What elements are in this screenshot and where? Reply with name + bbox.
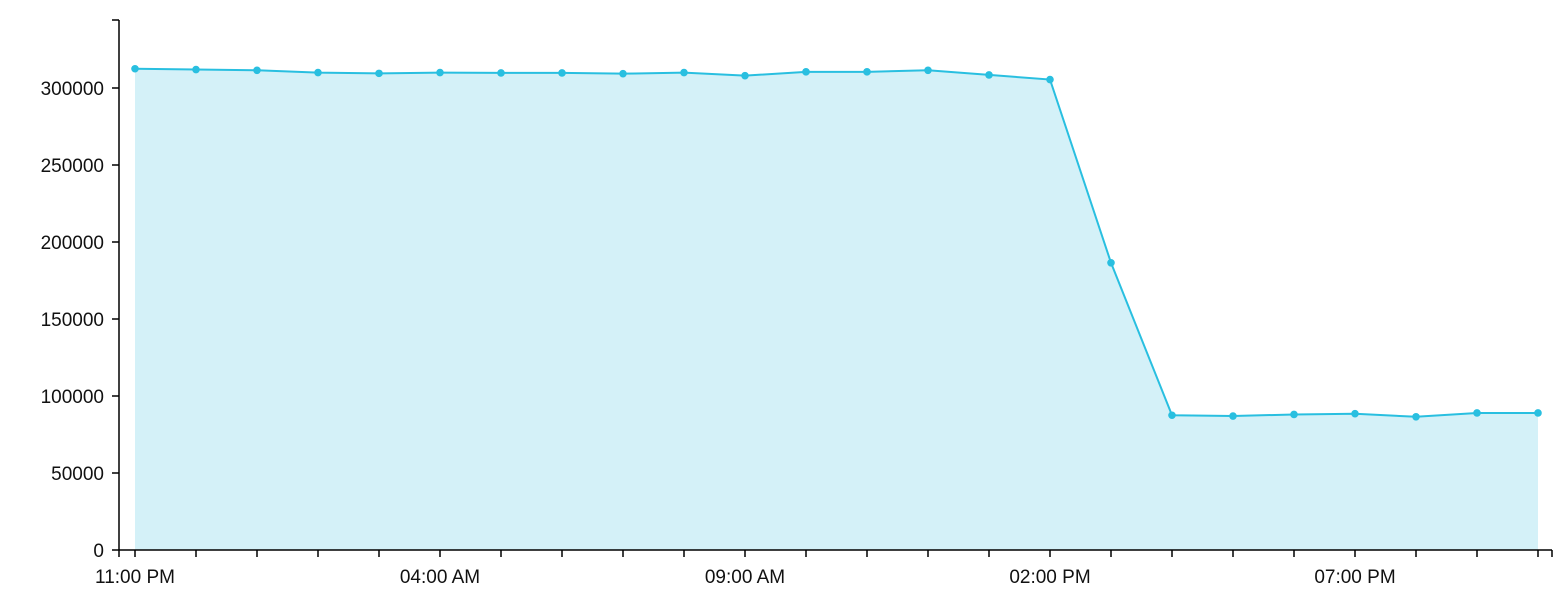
data-point[interactable] <box>1290 410 1298 419</box>
series-area <box>135 68 1538 550</box>
x-tick-label: 11:00 PM <box>95 567 175 588</box>
data-point[interactable] <box>863 68 871 76</box>
data-point[interactable] <box>192 65 200 74</box>
data-point[interactable] <box>1473 409 1481 417</box>
x-tick-label: 04:00 AM <box>400 567 480 588</box>
y-tick-label: 250000 <box>41 156 104 177</box>
data-point[interactable] <box>802 68 810 76</box>
x-tick-label: 02:00 PM <box>1009 567 1090 588</box>
y-tick-label: 150000 <box>41 310 104 331</box>
series-line <box>134 67 1538 418</box>
data-point[interactable] <box>436 68 444 77</box>
y-axis: 0 50000 100000 150000 200000 250000 300000 <box>41 19 120 562</box>
x-tick-label: 09:00 AM <box>705 567 785 588</box>
data-point[interactable] <box>1046 75 1054 84</box>
data-point[interactable] <box>985 71 993 79</box>
y-tick-label: 0 <box>93 541 104 562</box>
data-point[interactable] <box>558 69 566 77</box>
data-point[interactable] <box>1168 411 1176 420</box>
y-tick-label: 50000 <box>51 464 104 485</box>
data-point[interactable] <box>497 69 505 77</box>
data-point[interactable] <box>253 66 261 75</box>
data-point[interactable] <box>1534 409 1542 417</box>
data-point[interactable] <box>680 68 688 77</box>
data-point[interactable] <box>131 64 139 73</box>
data-point[interactable] <box>741 71 749 80</box>
data-point[interactable] <box>314 68 322 77</box>
x-tick-label: 07:00 PM <box>1314 567 1395 588</box>
data-point[interactable] <box>619 69 627 78</box>
y-tick-label: 100000 <box>41 387 104 408</box>
data-point[interactable] <box>1412 412 1420 421</box>
y-tick-label: 200000 <box>41 233 104 254</box>
data-point[interactable] <box>1229 412 1237 420</box>
data-point[interactable] <box>924 66 932 75</box>
points-layer <box>131 64 1542 421</box>
x-axis: 11:00 PM 04:00 AM 09:00 AM 02:00 PM 07:00 PM <box>95 549 1553 588</box>
data-point[interactable] <box>1351 409 1359 418</box>
area-layer <box>135 68 1538 550</box>
data-point[interactable] <box>1107 258 1115 267</box>
line-layer <box>134 67 1538 418</box>
data-point[interactable] <box>375 69 383 78</box>
y-tick-label: 300000 <box>41 79 104 100</box>
